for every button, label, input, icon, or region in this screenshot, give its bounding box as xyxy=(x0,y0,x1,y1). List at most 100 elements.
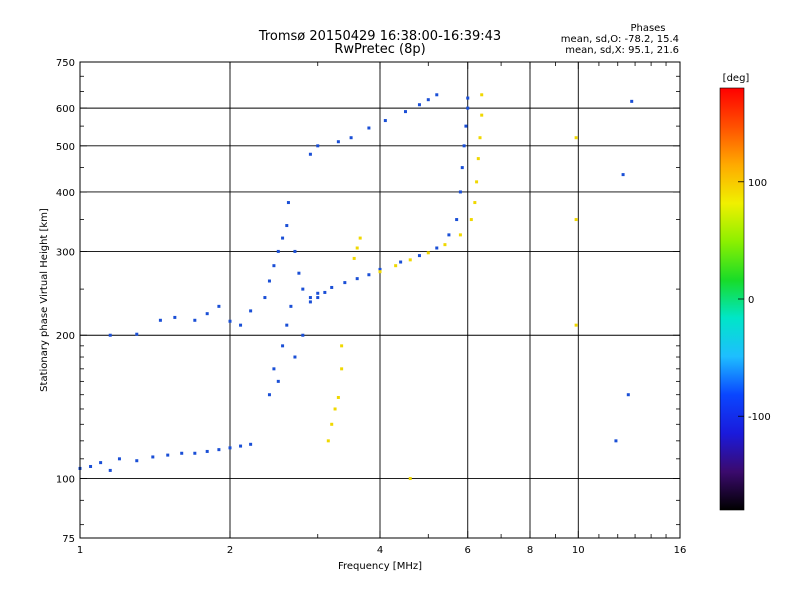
colorbar-tick-label: -100 xyxy=(748,412,771,423)
data-point xyxy=(239,444,243,448)
data-point xyxy=(480,113,484,117)
y-tick-label: 200 xyxy=(56,331,75,342)
y-tick-label: 600 xyxy=(56,104,75,115)
x-tick-label: 2 xyxy=(227,545,233,556)
stats-line-x: mean, sd,X: 95.1, 21.6 xyxy=(565,45,679,56)
data-point xyxy=(378,267,382,271)
data-point xyxy=(272,264,276,268)
data-point xyxy=(462,144,466,148)
data-point xyxy=(249,309,253,313)
data-point xyxy=(403,110,407,114)
data-point xyxy=(281,344,285,348)
data-point xyxy=(217,304,221,308)
data-point xyxy=(267,393,271,397)
data-point xyxy=(478,136,482,140)
data-point xyxy=(417,254,421,258)
data-point xyxy=(276,249,280,253)
data-point xyxy=(614,439,618,443)
y-tick-label: 400 xyxy=(56,188,75,199)
data-point xyxy=(399,260,403,264)
data-point xyxy=(89,464,93,468)
colorbar-tick-label: 100 xyxy=(748,178,767,189)
data-point xyxy=(158,318,162,322)
data-point xyxy=(281,236,285,240)
data-point xyxy=(267,279,271,283)
data-points xyxy=(78,93,634,481)
data-point xyxy=(476,157,480,161)
colorbar-label: [deg] xyxy=(723,73,750,84)
data-point xyxy=(308,296,312,300)
data-point xyxy=(466,106,470,110)
data-point xyxy=(108,468,112,472)
y-tick-label: 750 xyxy=(56,58,75,69)
y-tick-label: 75 xyxy=(62,534,75,545)
data-point xyxy=(285,224,289,228)
data-point xyxy=(367,273,371,277)
stats-heading: Phases xyxy=(630,23,665,34)
x-tick-label: 4 xyxy=(377,545,383,556)
axis-ticks xyxy=(79,61,681,539)
data-point xyxy=(285,323,289,327)
data-point xyxy=(151,455,155,459)
data-point xyxy=(333,407,337,411)
data-point xyxy=(383,119,387,123)
data-point xyxy=(358,236,362,240)
data-point xyxy=(574,218,578,222)
data-point xyxy=(621,173,625,177)
data-point xyxy=(343,281,347,285)
data-point xyxy=(173,315,177,319)
data-point xyxy=(326,439,330,443)
data-point xyxy=(464,124,468,128)
data-point xyxy=(458,190,462,194)
data-point xyxy=(435,246,439,250)
data-point xyxy=(293,355,297,359)
data-point xyxy=(297,271,301,275)
data-point xyxy=(117,457,121,461)
x-axis-label: Frequency [MHz] xyxy=(338,561,422,572)
data-point xyxy=(473,201,477,205)
y-tick-label: 300 xyxy=(56,247,75,258)
data-point xyxy=(443,243,447,247)
data-point xyxy=(340,344,344,348)
data-point xyxy=(349,136,353,140)
data-point xyxy=(355,277,359,281)
data-point xyxy=(447,233,451,237)
data-point xyxy=(180,451,184,455)
data-point xyxy=(272,367,276,371)
data-point xyxy=(352,256,356,260)
chart-title: Tromsø 20150429 16:38:00-16:39:43 xyxy=(258,29,501,44)
x-tick-labels: 1 2 4 6 8 10 16 xyxy=(77,545,687,556)
data-point xyxy=(426,98,430,102)
data-point xyxy=(330,422,334,426)
data-point xyxy=(135,332,139,336)
data-point xyxy=(378,270,382,274)
data-point xyxy=(336,140,340,144)
data-point xyxy=(316,144,320,148)
data-point xyxy=(574,323,578,327)
data-point xyxy=(417,103,421,107)
y-axis-label: Stationary phase Virtual Height [km] xyxy=(39,208,50,392)
x-tick-label: 6 xyxy=(465,545,471,556)
data-point xyxy=(330,285,334,289)
data-point xyxy=(469,218,473,222)
data-point xyxy=(301,287,305,291)
data-point xyxy=(480,93,484,97)
data-point xyxy=(458,233,462,237)
data-point xyxy=(301,333,305,337)
x-tick-label: 8 xyxy=(527,545,533,556)
data-point xyxy=(108,333,112,337)
data-point xyxy=(340,367,344,371)
y-tick-labels: 75 100 200 300 400 500 600 750 xyxy=(56,58,75,545)
data-point xyxy=(166,453,170,457)
x-tick-label: 10 xyxy=(572,545,585,556)
data-point xyxy=(435,93,439,97)
data-point xyxy=(408,258,412,262)
stats-line-o: mean, sd,O: -78.2, 15.4 xyxy=(561,34,679,45)
data-point xyxy=(367,126,371,130)
colorbar-tick-label: 0 xyxy=(748,295,754,306)
data-point xyxy=(286,201,290,205)
data-point xyxy=(394,264,398,268)
data-point xyxy=(316,291,320,295)
data-point xyxy=(289,304,293,308)
data-point xyxy=(276,379,280,383)
